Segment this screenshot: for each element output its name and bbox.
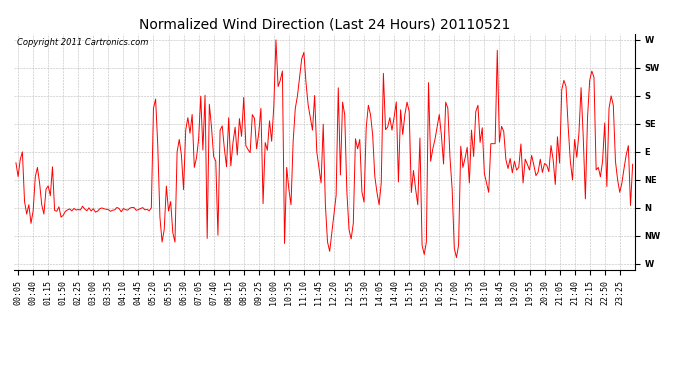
Title: Normalized Wind Direction (Last 24 Hours) 20110521: Normalized Wind Direction (Last 24 Hours…: [139, 17, 510, 31]
Text: Copyright 2011 Cartronics.com: Copyright 2011 Cartronics.com: [17, 39, 148, 48]
